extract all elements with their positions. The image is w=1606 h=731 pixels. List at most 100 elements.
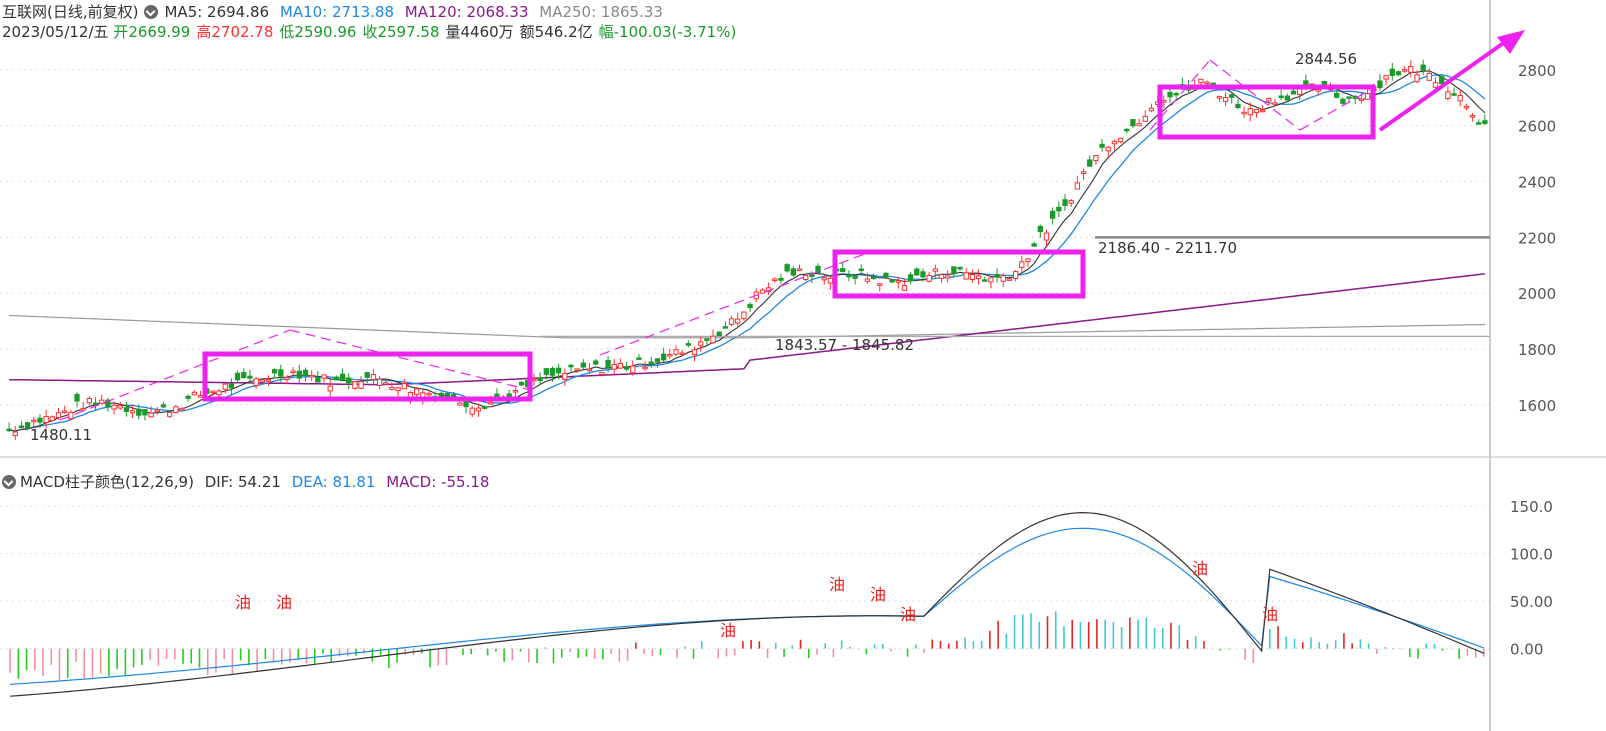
candle-body [796, 268, 803, 271]
candle-body [1290, 90, 1297, 95]
candle-body [518, 381, 525, 386]
candle-body [537, 377, 543, 382]
trend-dash-line [1299, 89, 1371, 131]
open-value: 2669.99 [128, 23, 191, 41]
candle-body [1266, 97, 1272, 102]
candle-body [1105, 146, 1111, 152]
candle-body [1383, 75, 1389, 80]
candle-body [463, 400, 469, 408]
candle-body [580, 362, 587, 368]
candle-body [488, 401, 494, 405]
candle-body [574, 368, 580, 371]
candle-body [1056, 206, 1062, 212]
chart-title: 互联网(日线,前复权) [2, 3, 139, 21]
candle-body [173, 406, 179, 414]
candle-body [43, 416, 49, 423]
candle-body [1284, 95, 1290, 101]
candle-body [864, 278, 871, 282]
candle-body [1136, 123, 1142, 127]
macd-tick-label: 50.00 [1510, 593, 1553, 611]
candle-body [49, 416, 55, 422]
candle-body [1401, 69, 1408, 72]
candle-body [747, 303, 753, 309]
candle-body [166, 411, 173, 417]
candle-body [1340, 98, 1346, 104]
candle-body [827, 277, 834, 284]
candle-body [18, 425, 25, 429]
trend-dash-line [599, 249, 876, 356]
candle-body [160, 404, 167, 408]
chevron-down-icon[interactable] [144, 5, 159, 19]
candle-body [556, 367, 562, 374]
candle-body [1358, 98, 1365, 102]
candle-body [716, 331, 722, 337]
candle-body [253, 378, 259, 386]
candle-body [858, 268, 864, 272]
candle-body [438, 392, 444, 398]
trend-dash-line [1209, 59, 1301, 131]
candle-body [1451, 93, 1457, 96]
candle-body [426, 392, 432, 396]
candle-body [346, 377, 352, 384]
candle-body [1321, 80, 1328, 85]
candle-body [129, 410, 136, 414]
candle-body [62, 410, 68, 414]
candle-body [1148, 107, 1155, 112]
candle-body [68, 411, 74, 420]
candle-body [722, 326, 729, 329]
consolidation-box [832, 249, 1086, 299]
candle-body [191, 391, 197, 396]
candle-body [790, 268, 796, 276]
candle-body [451, 394, 457, 398]
candle-body [31, 419, 37, 423]
candle-body [24, 422, 31, 429]
candle-body [364, 372, 370, 378]
candle-body [549, 367, 556, 376]
candle-body [92, 402, 99, 406]
candle-body [352, 381, 358, 389]
candle-body [846, 274, 852, 278]
macd-marker: 油 [276, 593, 292, 612]
low-label: 低 [279, 23, 295, 41]
candle-body [895, 280, 901, 283]
candle-body [111, 404, 117, 410]
trend-arrow-head [1497, 30, 1525, 54]
candle-body [914, 268, 920, 276]
candle-body [395, 387, 401, 392]
candle-body [1346, 96, 1352, 99]
candle-body [327, 385, 333, 392]
candle-body [593, 360, 599, 365]
candle-body [222, 383, 228, 390]
candle-body [469, 407, 475, 415]
candle-body [339, 373, 346, 380]
candle-body [877, 283, 883, 286]
candle-body [1297, 88, 1303, 96]
change-label: 幅 [598, 23, 614, 41]
candle-body [1457, 95, 1463, 102]
macd-marker: 油 [1192, 559, 1208, 578]
date-value: 2023/05/12/五 [2, 23, 109, 41]
ma250-value: MA250: 1865.33 [539, 3, 663, 21]
candle-body [1198, 78, 1204, 84]
candle-body [1414, 74, 1420, 83]
candle-body [1216, 96, 1223, 99]
chevron-down-icon[interactable] [2, 475, 16, 489]
macd-marker: 油 [1262, 605, 1278, 624]
candle-body [284, 377, 290, 381]
candle-body [945, 275, 951, 279]
chart-header-ma: 互联网(日线,前复权) MA5: 2694.86 MA10: 2713.88 MA… [2, 1, 669, 22]
candle-body [265, 379, 272, 382]
candle-body [1476, 122, 1482, 125]
candle-body [333, 376, 340, 381]
candle-body [376, 378, 383, 386]
candle-body [704, 338, 710, 341]
candle-body [685, 343, 691, 346]
price-annotation: 1843.57 - 1845.82 [775, 336, 914, 354]
candle-body [1099, 143, 1105, 148]
candle-body [1167, 91, 1173, 98]
candle-body [1043, 232, 1050, 241]
candle-body [1463, 105, 1470, 109]
candle-body [370, 374, 377, 381]
candle-body [951, 266, 957, 274]
